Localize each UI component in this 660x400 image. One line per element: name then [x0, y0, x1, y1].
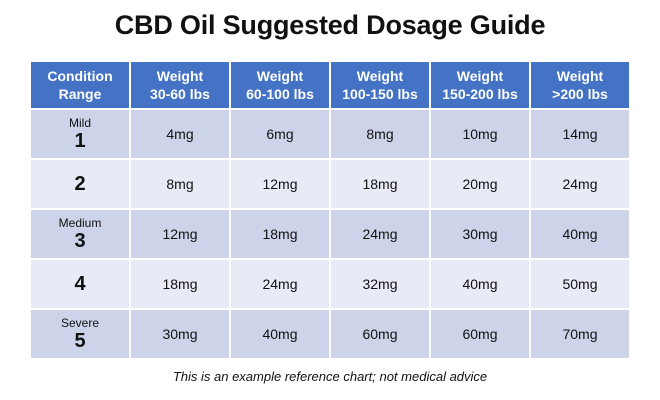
table-header-row: Condition Range Weight 30-60 lbs Weight 60-…: [29, 60, 631, 110]
dose-cell: 14mg: [529, 108, 631, 160]
dose-cell: 40mg: [229, 308, 331, 360]
dose-cell: 18mg: [229, 208, 331, 260]
condition-cell: 2: [29, 158, 131, 210]
table-row: 2 8mg 12mg 18mg 20mg 24mg: [29, 158, 631, 210]
dose-cell: 4mg: [129, 108, 231, 160]
dose-cell: 70mg: [529, 308, 631, 360]
condition-cell: Severe 5: [29, 308, 131, 360]
dose-cell: 60mg: [429, 308, 531, 360]
dose-cell: 24mg: [229, 258, 331, 310]
dose-cell: 30mg: [129, 308, 231, 360]
header-weight-150-200: Weight 150-200 lbs: [429, 60, 531, 110]
condition-cell: Medium 3: [29, 208, 131, 260]
dose-cell: 50mg: [529, 258, 631, 310]
condition-cell: Mild 1: [29, 108, 131, 160]
dosage-table: Condition Range Weight 30-60 lbs Weight 60-…: [29, 60, 631, 360]
dose-cell: 18mg: [329, 158, 431, 210]
dose-cell: 60mg: [329, 308, 431, 360]
table-row: Severe 5 30mg 40mg 60mg 60mg 70mg: [29, 308, 631, 360]
dose-cell: 30mg: [429, 208, 531, 260]
dose-cell: 20mg: [429, 158, 531, 210]
page-title: CBD Oil Suggested Dosage Guide: [114, 10, 546, 40]
dose-cell: 40mg: [429, 258, 531, 310]
table-row: 4 18mg 24mg 32mg 40mg 50mg: [29, 258, 631, 310]
dose-cell: 8mg: [329, 108, 431, 160]
dose-cell: 40mg: [529, 208, 631, 260]
header-weight-100-150: Weight 100-150 lbs: [329, 60, 431, 110]
dose-cell: 8mg: [129, 158, 231, 210]
header-weight-over-200: Weight >200 lbs: [529, 60, 631, 110]
dose-cell: 32mg: [329, 258, 431, 310]
table-row: Medium 3 12mg 18mg 24mg 30mg 40mg: [29, 208, 631, 260]
dose-cell: 24mg: [329, 208, 431, 260]
table-row: Mild 1 4mg 6mg 8mg 10mg 14mg: [29, 108, 631, 160]
dose-cell: 12mg: [229, 158, 331, 210]
dose-cell: 18mg: [129, 258, 231, 310]
header-weight-30-60: Weight 30-60 lbs: [129, 60, 231, 110]
dose-cell: 10mg: [429, 108, 531, 160]
condition-cell: 4: [29, 258, 131, 310]
header-weight-60-100: Weight 60-100 lbs: [229, 60, 331, 110]
dose-cell: 6mg: [229, 108, 331, 160]
dose-cell: 12mg: [129, 208, 231, 260]
header-condition-range: Condition Range: [29, 60, 131, 110]
dose-cell: 24mg: [529, 158, 631, 210]
footnote-disclaimer: This is an example reference chart; not …: [172, 369, 488, 384]
